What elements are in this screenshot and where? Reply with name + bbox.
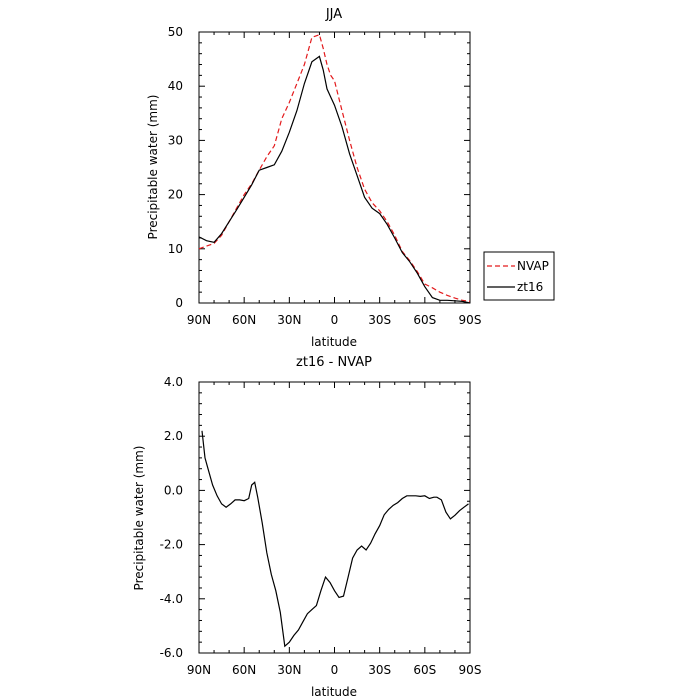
bottom-y-tick-label: -2.0 [160,538,183,552]
bottom-x-tick-label: 30S [368,663,391,677]
top-y-tick-label: 20 [168,188,183,202]
top-series-line-zt16 [198,55,471,304]
top-y-axis-label: Precipitable water (mm) [146,95,160,240]
bottom-x-tick-label: 60S [413,663,436,677]
top-series-group [198,33,471,304]
top-x-tick-label: 60S [413,313,436,327]
bottom-y-tick-label: -4.0 [160,592,183,606]
top-y-tick-label: 10 [168,242,183,256]
top-y-tick-label: 30 [168,133,183,147]
top-series-line-nvap [198,33,471,302]
top-x-tick-label: 60N [232,313,256,327]
top-x-tick-label: 30S [368,313,391,327]
bottom-x-tick-label: 90S [459,663,482,677]
bottom-series-line-diff [201,430,469,648]
top-x-axis-label: latitude [311,335,357,349]
top-x-tick-label: 30N [277,313,301,327]
top-y-tick-label: 50 [168,25,183,39]
top-x-tick-label: 0 [331,313,339,327]
bottom-x-tick-label: 90N [187,663,211,677]
legend-zt16-label: zt16 [517,280,543,294]
bottom-y-tick-label: 2.0 [164,429,183,443]
top-tick-group: 90N 60N 30N 0 30S 60S 90S 0 10 20 30 40 50 [168,25,482,327]
bottom-panel: zt16 - NVAP 90N 60N 30N 0 30S 60S 90S -6.0 -4.0 -… [132,355,481,699]
bottom-y-tick-label: -6.0 [160,646,183,660]
legend: NVAP zt16 [483,251,555,301]
bottom-y-axis-label: Precipitable water (mm) [132,446,146,591]
legend-nvap-label: NVAP [517,259,549,273]
top-y-tick-label: 40 [168,79,183,93]
bottom-y-tick-label: 4.0 [164,375,183,389]
top-x-tick-label: 90N [187,313,211,327]
top-chart-title: JJA [325,7,342,22]
bottom-tick-group: 90N 60N 30N 0 30S 60S 90S -6.0 -4.0 -2.0 0.0 2.0 4.0 [160,375,482,677]
bottom-x-tick-label: 30N [277,663,301,677]
bottom-chart-title: zt16 - NVAP [296,355,372,370]
top-x-tick-label: 90S [459,313,482,327]
top-plot-frame [198,31,471,304]
legend-frame [483,251,555,301]
bottom-series-group [201,430,469,648]
top-y-tick-label: 0 [175,296,183,310]
bottom-plot-frame [198,381,471,654]
bottom-x-axis-label: latitude [311,685,357,699]
bottom-y-tick-label: 0.0 [164,483,183,497]
top-panel: JJA 90N 60N 30N 0 30S 60S 90S 0 10 20 30 40 50 latit… [146,7,481,349]
bottom-x-tick-label: 0 [331,663,339,677]
bottom-x-tick-label: 60N [232,663,256,677]
